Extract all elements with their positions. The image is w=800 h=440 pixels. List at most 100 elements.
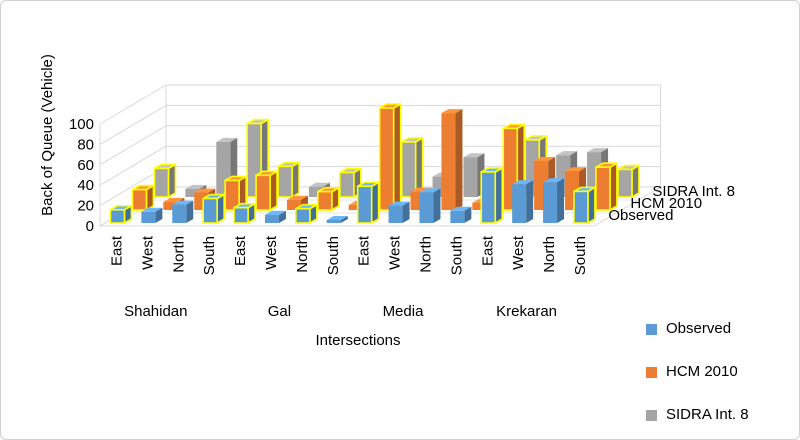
bar-observed-9 — [388, 201, 410, 223]
bar-front — [141, 211, 156, 223]
bar-front — [109, 208, 126, 224]
gridline-side — [99, 104, 167, 145]
y-tick-label: 80 — [77, 136, 94, 153]
series-depth-label: HCM 2010 — [630, 195, 702, 212]
bar-side — [631, 164, 640, 198]
bar-top — [286, 195, 308, 200]
x-tick-label: North — [541, 236, 558, 273]
bar-side — [587, 186, 596, 224]
bar-observed-12 — [480, 167, 504, 224]
bar-top — [543, 178, 565, 183]
bar-front — [595, 166, 611, 211]
bar-front — [286, 199, 301, 210]
bar-front — [441, 113, 456, 210]
y-tick-label: 100 — [69, 116, 94, 133]
bar-front — [378, 107, 395, 211]
bar-top — [556, 151, 578, 156]
x-tick-label: West — [139, 235, 156, 270]
bar-observed-1 — [141, 207, 163, 223]
bar-top — [441, 109, 463, 114]
bar-hcm-2010-15 — [595, 162, 618, 211]
bar-side — [557, 178, 565, 223]
bar-side — [392, 103, 402, 211]
bar-side — [167, 163, 177, 198]
bar-observed-8 — [356, 181, 380, 224]
y-axis-label: Back of Queue (Vehicle) — [39, 54, 56, 216]
bar-hcm-2010-4 — [255, 170, 278, 211]
bar-top — [565, 167, 587, 172]
bar-side — [278, 210, 286, 223]
series-depth-label: Observed — [608, 207, 673, 224]
bar-front — [163, 201, 178, 210]
bar-top — [141, 207, 163, 212]
bar-top — [308, 182, 330, 187]
bar-top — [388, 201, 410, 206]
bar-side — [340, 215, 348, 223]
bar-front — [450, 210, 465, 223]
legend-swatch-hcm-2010 — [646, 367, 657, 378]
x-tick-label: East — [356, 235, 373, 266]
y-tick-label: 0 — [86, 218, 94, 235]
bar-observed-7 — [326, 215, 348, 223]
bar-front — [543, 182, 558, 223]
bar-observed-6 — [295, 203, 318, 224]
bar-side — [526, 180, 534, 223]
gridline-side — [99, 84, 167, 125]
bar-front — [388, 205, 403, 223]
bar-front — [295, 207, 311, 224]
bar-front — [463, 157, 478, 197]
group-label: Media — [383, 303, 425, 320]
x-tick-label: North — [294, 236, 311, 273]
x-tick-label: North — [170, 236, 187, 273]
legend-label-sidra-int-8: SIDRA Int. 8 — [666, 406, 749, 423]
bar-front — [264, 214, 279, 223]
bar-observed-13 — [512, 180, 534, 223]
bar-front — [472, 202, 487, 210]
gridline-side — [99, 145, 167, 186]
chart-ticks: 0 20 40 60 80 100 East West North South East West No… — [69, 116, 735, 320]
legend-swatch-observed — [646, 324, 657, 335]
bar-top — [534, 157, 556, 162]
bar-sidra-int-8-4 — [277, 161, 300, 198]
bar-top — [216, 137, 238, 142]
x-tick-label: South — [325, 236, 342, 275]
x-tick-label: East — [232, 235, 249, 266]
bar-front — [348, 204, 363, 210]
bar-top — [419, 188, 441, 193]
bar-front — [480, 171, 497, 224]
bar-side — [402, 201, 410, 223]
y-tick-label: 60 — [77, 157, 94, 174]
bar-top — [587, 148, 609, 153]
bar-observed-10 — [419, 188, 441, 223]
y-tick-label: 20 — [77, 198, 94, 215]
bar-front — [308, 186, 323, 197]
bar-front — [185, 188, 200, 197]
group-label: Gal — [268, 303, 291, 320]
bar-front — [202, 197, 218, 224]
bar-side — [433, 188, 441, 223]
bar-side — [370, 181, 380, 224]
bar-front — [153, 167, 170, 198]
bar-side — [291, 161, 300, 198]
bar-observed-5 — [264, 210, 286, 223]
bar-front — [317, 190, 333, 211]
bar-front — [419, 192, 434, 223]
bar-front — [131, 188, 148, 211]
bar-observed-0 — [109, 204, 133, 224]
bar-top — [326, 215, 348, 220]
bar-side — [494, 167, 504, 224]
bar-hcm-2010-0 — [131, 184, 155, 211]
bar-front — [233, 206, 249, 224]
bar-observed-14 — [543, 178, 565, 223]
bar-observed-11 — [450, 206, 472, 223]
x-tick-label: West — [510, 235, 527, 270]
bar-sidra-int-8-0 — [153, 163, 177, 198]
bar-observed-2 — [172, 200, 194, 223]
bar-front — [326, 219, 341, 223]
bar-top — [512, 180, 534, 185]
series-depth-label: SIDRA Int. 8 — [652, 183, 735, 200]
x-tick-label: East — [108, 235, 125, 266]
bar-top — [194, 188, 216, 193]
x-tick-label: South — [201, 236, 218, 275]
